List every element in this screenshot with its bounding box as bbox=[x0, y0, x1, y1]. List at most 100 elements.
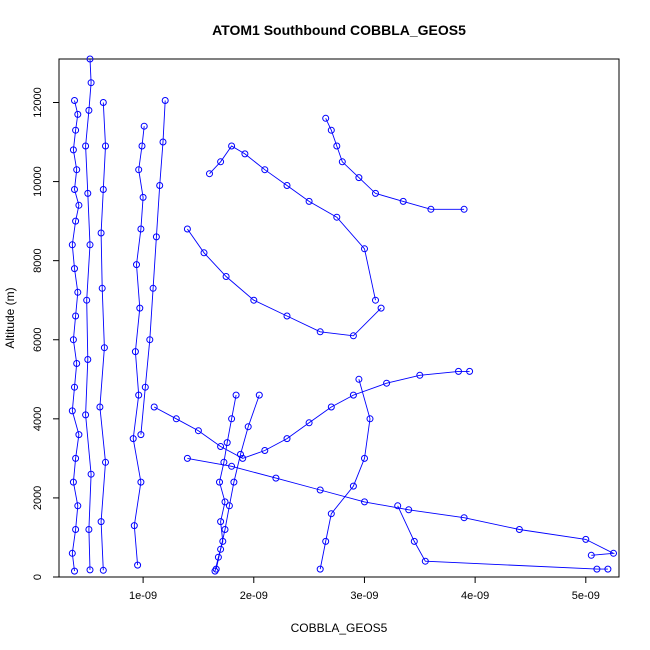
data-point bbox=[68, 241, 76, 249]
data-point bbox=[84, 356, 92, 363]
data-point bbox=[228, 462, 236, 470]
data-point bbox=[333, 142, 341, 150]
data-point bbox=[71, 383, 78, 391]
data-point bbox=[135, 391, 143, 399]
data-point bbox=[416, 371, 424, 379]
data-point bbox=[73, 166, 81, 174]
series-3 bbox=[96, 99, 109, 574]
data-point bbox=[86, 55, 94, 63]
data-point bbox=[137, 225, 145, 233]
series-line bbox=[187, 457, 616, 556]
data-point bbox=[71, 97, 78, 104]
data-point bbox=[366, 415, 374, 423]
data-point bbox=[152, 233, 160, 241]
data-point bbox=[217, 158, 225, 166]
data-point bbox=[223, 439, 231, 447]
data-point bbox=[225, 502, 233, 510]
data-point bbox=[221, 526, 229, 533]
data-point bbox=[69, 146, 77, 154]
data-point bbox=[86, 566, 94, 574]
data-point bbox=[316, 328, 324, 336]
data-point bbox=[72, 312, 80, 320]
series-1 bbox=[68, 97, 83, 575]
data-point bbox=[327, 126, 335, 134]
data-point bbox=[377, 304, 385, 312]
data-point bbox=[74, 110, 82, 118]
data-point bbox=[322, 537, 330, 545]
data-point bbox=[135, 166, 143, 174]
series-line bbox=[99, 102, 106, 571]
data-point bbox=[305, 197, 313, 205]
data-point bbox=[228, 415, 236, 423]
series-line bbox=[153, 370, 470, 459]
data-point bbox=[228, 142, 236, 150]
data-point bbox=[72, 217, 80, 225]
data-point bbox=[86, 241, 94, 249]
data-point bbox=[515, 526, 523, 533]
data-point bbox=[582, 535, 590, 543]
data-point bbox=[232, 391, 240, 399]
series-line bbox=[71, 100, 80, 572]
data-point bbox=[361, 454, 368, 462]
data-point bbox=[316, 565, 324, 573]
series-10 bbox=[150, 367, 474, 462]
data-point bbox=[239, 454, 247, 462]
data-point bbox=[98, 284, 106, 292]
data-point bbox=[399, 197, 407, 205]
data-point bbox=[217, 545, 225, 553]
data-point bbox=[212, 565, 220, 573]
data-point bbox=[405, 506, 413, 514]
data-point bbox=[283, 182, 291, 189]
data-point bbox=[74, 288, 82, 296]
data-point bbox=[72, 526, 80, 533]
data-point bbox=[283, 312, 291, 320]
data-point bbox=[97, 229, 105, 237]
data-point bbox=[102, 142, 109, 150]
data-point bbox=[82, 411, 90, 419]
series-line bbox=[140, 100, 166, 435]
data-point bbox=[159, 138, 167, 146]
data-point bbox=[68, 407, 76, 415]
series-14 bbox=[183, 225, 385, 340]
data-point bbox=[455, 367, 462, 375]
data-point bbox=[129, 435, 137, 443]
series-9 bbox=[322, 114, 468, 213]
data-point bbox=[74, 502, 82, 510]
data-point bbox=[610, 549, 617, 557]
data-point bbox=[138, 142, 146, 150]
data-point bbox=[131, 348, 139, 356]
data-point bbox=[146, 336, 154, 344]
data-point bbox=[349, 332, 357, 340]
x-axis: 1e-09 2e-09 3e-09 4e-09 5e-09 bbox=[129, 577, 600, 602]
data-point bbox=[73, 360, 81, 367]
data-point bbox=[241, 150, 249, 158]
data-point bbox=[255, 391, 263, 399]
data-point bbox=[244, 423, 252, 431]
y-tick-label: 12000 bbox=[32, 87, 44, 118]
data-point bbox=[71, 265, 78, 273]
series-line bbox=[325, 118, 465, 210]
data-point bbox=[217, 518, 225, 526]
data-point bbox=[355, 375, 363, 383]
data-point bbox=[372, 189, 379, 197]
data-point bbox=[200, 249, 208, 257]
data-point bbox=[230, 478, 238, 486]
data-point bbox=[72, 454, 80, 462]
data-point bbox=[172, 415, 180, 423]
data-point bbox=[99, 566, 107, 574]
data-point bbox=[361, 498, 368, 506]
series-4 bbox=[129, 122, 148, 569]
series-line bbox=[132, 126, 145, 566]
data-point bbox=[372, 296, 379, 304]
series-2 bbox=[82, 55, 95, 574]
series-11 bbox=[183, 454, 617, 559]
series-8 bbox=[206, 142, 379, 304]
series-layer bbox=[68, 55, 617, 575]
data-point bbox=[141, 383, 149, 391]
data-point bbox=[217, 443, 225, 450]
series-5 bbox=[137, 97, 169, 439]
x-tick-label: 5e-09 bbox=[572, 590, 600, 602]
data-point bbox=[604, 565, 612, 573]
data-point bbox=[183, 454, 191, 462]
data-point bbox=[75, 431, 83, 439]
